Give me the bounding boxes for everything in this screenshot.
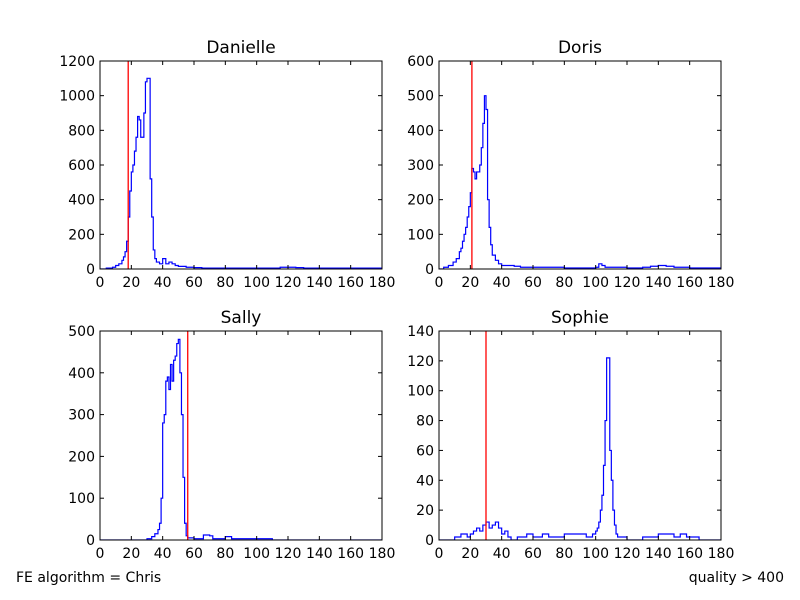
histogram-series xyxy=(439,357,721,540)
x-tick-label: 80 xyxy=(216,546,234,562)
y-tick-label: 80 xyxy=(416,414,434,430)
y-tick-label: 0 xyxy=(86,533,95,549)
y-tick-label: 20 xyxy=(416,503,434,519)
y-tick-label: 200 xyxy=(407,193,434,209)
x-tick-label: 120 xyxy=(614,275,641,291)
x-tick-label: 120 xyxy=(614,546,641,562)
subplot-sally: Sally 0 20 40 60 80 100 120 140 160 180 0 100 200 300 4… xyxy=(68,308,395,562)
x-tick-label: 40 xyxy=(154,546,172,562)
x-tick-label: 180 xyxy=(369,275,396,291)
y-tick-label: 200 xyxy=(68,227,95,243)
x-tick-label: 100 xyxy=(582,546,609,562)
y-tick-label: 600 xyxy=(407,54,434,70)
x-tick-label: 80 xyxy=(216,275,234,291)
footnote-algorithm: FE algorithm = Chris xyxy=(16,570,162,586)
x-tick-label: 100 xyxy=(582,275,609,291)
y-tick-label: 100 xyxy=(407,227,434,243)
x-tick-label: 180 xyxy=(369,546,396,562)
y-tick-label: 40 xyxy=(416,473,434,489)
x-tick-label: 20 xyxy=(461,275,479,291)
x-tick-label: 0 xyxy=(435,275,444,291)
y-tick-label: 600 xyxy=(68,158,95,174)
x-tick-label: 100 xyxy=(243,275,270,291)
x-tick-label: 20 xyxy=(122,546,140,562)
x-tick-label: 60 xyxy=(524,546,542,562)
y-tick-label: 100 xyxy=(407,384,434,400)
subplot-title: Danielle xyxy=(206,38,275,58)
x-tick-label: 160 xyxy=(676,546,703,562)
y-tick-label: 60 xyxy=(416,443,434,459)
x-tick-label: 40 xyxy=(154,275,172,291)
x-tick-label: 100 xyxy=(243,546,270,562)
x-tick-label: 140 xyxy=(645,275,672,291)
y-tick-label: 0 xyxy=(86,262,95,278)
y-tick-label: 120 xyxy=(407,354,434,370)
x-tick-label: 0 xyxy=(435,546,444,562)
x-tick-label: 160 xyxy=(337,546,364,562)
x-tick-label: 40 xyxy=(493,275,511,291)
x-tick-label: 20 xyxy=(461,546,479,562)
y-tick-label: 100 xyxy=(68,491,95,507)
x-tick-label: 140 xyxy=(645,546,672,562)
x-tick-label: 120 xyxy=(275,275,302,291)
y-tick-label: 800 xyxy=(68,123,95,139)
y-tick-label: 0 xyxy=(425,533,434,549)
x-tick-label: 0 xyxy=(96,546,105,562)
x-tick-label: 160 xyxy=(337,275,364,291)
x-tick-label: 140 xyxy=(306,546,333,562)
y-tick-label: 400 xyxy=(68,193,95,209)
y-tick-label: 1000 xyxy=(59,89,95,105)
footnote-quality: quality > 400 xyxy=(688,570,784,586)
subplot-title: Doris xyxy=(558,38,602,58)
x-tick-label: 60 xyxy=(185,546,203,562)
axes-frame xyxy=(99,60,383,270)
x-tick-label: 140 xyxy=(306,275,333,291)
x-tick-label: 120 xyxy=(275,546,302,562)
x-tick-label: 180 xyxy=(708,275,735,291)
y-tick-label: 400 xyxy=(407,123,434,139)
subplot-title: Sophie xyxy=(551,308,609,328)
y-tick-label: 300 xyxy=(407,158,434,174)
x-tick-label: 0 xyxy=(96,275,105,291)
x-tick-label: 20 xyxy=(122,275,140,291)
histogram-series xyxy=(100,338,382,540)
y-tick-label: 300 xyxy=(68,408,95,424)
y-tick-label: 140 xyxy=(407,324,434,340)
subplot-doris: Doris 0 20 40 60 80 100 120 140 160 180 0 100 200 300 4… xyxy=(407,38,734,291)
y-tick-label: 500 xyxy=(68,324,95,340)
x-tick-label: 60 xyxy=(524,275,542,291)
histogram-series xyxy=(100,77,382,269)
x-tick-label: 60 xyxy=(185,275,203,291)
x-tick-label: 80 xyxy=(555,275,573,291)
y-tick-label: 200 xyxy=(68,449,95,465)
histogram-series xyxy=(439,95,721,269)
x-tick-label: 80 xyxy=(555,546,573,562)
x-tick-label: 40 xyxy=(493,546,511,562)
subplot-title: Sally xyxy=(221,308,262,328)
y-tick-label: 1200 xyxy=(59,54,95,70)
axes-frame xyxy=(99,330,383,541)
y-tick-label: 0 xyxy=(425,262,434,278)
y-tick-label: 500 xyxy=(407,89,434,105)
x-tick-label: 160 xyxy=(676,275,703,291)
y-tick-label: 400 xyxy=(68,366,95,382)
x-tick-label: 180 xyxy=(708,546,735,562)
axes-frame xyxy=(438,330,722,541)
subplot-danielle: Danielle 0 20 40 60 80 100 120 140 160 180 0 200 400 6… xyxy=(59,38,395,291)
